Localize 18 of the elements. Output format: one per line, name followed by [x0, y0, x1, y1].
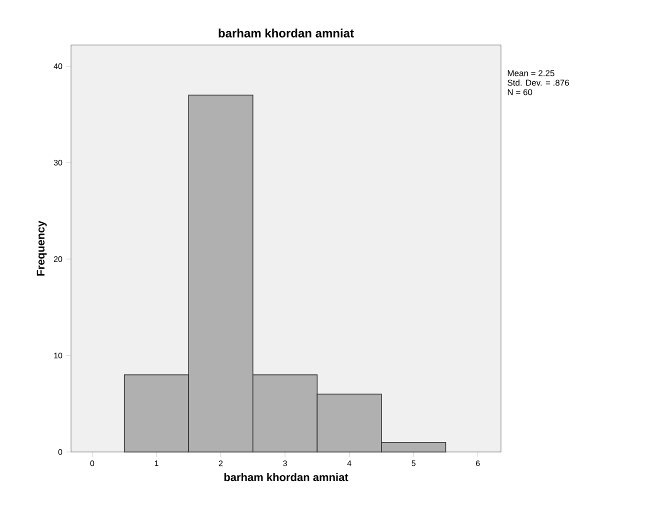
- text: Std. Dev. = .876: [508, 79, 569, 86]
- y-tick-label: 0: [58, 449, 62, 455]
- y-axis-title: Frequency: [36, 220, 47, 276]
- text: N = 60: [508, 89, 532, 96]
- y-tick-label: 20: [54, 256, 62, 262]
- x-tick-label: 6: [476, 460, 480, 466]
- x-tick-label: 5: [412, 460, 416, 466]
- y-tick-label: 30: [54, 160, 62, 166]
- x-tick-label: 4: [347, 460, 352, 466]
- y-tick-label: 40: [54, 63, 62, 70]
- text: Mean = 2.25: [508, 70, 554, 76]
- x-tick-label: 0: [90, 460, 94, 466]
- x-tick-label: 2: [218, 460, 223, 466]
- x-axis-title: barham khordan amniat: [224, 473, 348, 482]
- x-tick-label: 3: [283, 460, 287, 466]
- x-tick-label: 1: [154, 460, 158, 466]
- y-tick-label: 10: [54, 352, 62, 358]
- chart-title: barham khordan amniat: [218, 28, 354, 38]
